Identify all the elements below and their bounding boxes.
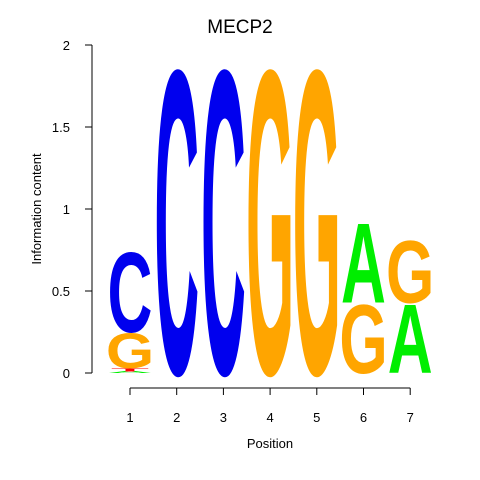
x-tick-label: 2 (173, 410, 180, 425)
logo-letter-A: A (388, 286, 433, 395)
y-tick-label: 1 (63, 202, 70, 217)
logo-letter-G: G (106, 323, 154, 379)
y-tick-label: 0 (63, 366, 70, 381)
x-axis: 1 2 3 4 5 6 7 (126, 387, 414, 425)
logo-letter-C: C (201, 0, 246, 465)
x-tick-label: 1 (126, 410, 133, 425)
x-tick-label: 4 (266, 410, 273, 425)
logo-letter-G: G (386, 224, 434, 322)
logo-letter-G: G (339, 286, 387, 395)
x-tick-label: 3 (220, 410, 227, 425)
y-axis: 0 0.5 1 1.5 2 (52, 38, 93, 381)
x-tick-label: 7 (407, 410, 414, 425)
logo-letter-A: A (341, 201, 386, 328)
logo-letter-G: G (246, 0, 294, 465)
logo-letter-C: C (154, 0, 199, 465)
y-tick-label: 2 (63, 38, 70, 53)
x-axis-label: Position (247, 436, 293, 451)
y-tick-label: 0.5 (52, 284, 70, 299)
logo-letter-A: A (108, 371, 153, 374)
logo-letter-T: T (111, 367, 149, 372)
y-tick-label: 1.5 (52, 120, 70, 135)
x-tick-label: 6 (360, 410, 367, 425)
y-axis-label: Information content (29, 153, 44, 265)
chart-title: MECP2 (207, 17, 272, 38)
x-tick-label: 5 (313, 410, 320, 425)
logo-letter-C: C (108, 230, 153, 357)
logo-letter-G: G (293, 0, 341, 465)
